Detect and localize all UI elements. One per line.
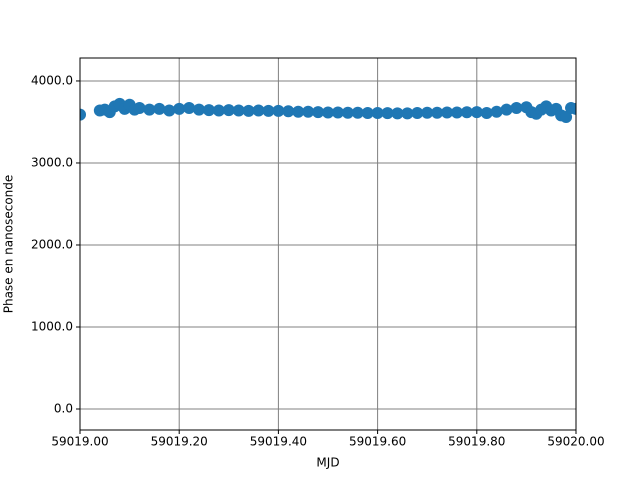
point (500, 103, 513, 116)
point (510, 102, 523, 115)
point (411, 106, 424, 119)
point (341, 106, 354, 119)
point (570, 102, 576, 115)
point (153, 102, 166, 115)
y-axis-label: Phase en nanoseconde (2, 175, 16, 314)
y-tick-label: 2000.0 (31, 237, 73, 251)
x-tick-label: 59019.40 (250, 435, 307, 449)
point (322, 106, 334, 119)
y-tick-label: 4000.0 (31, 73, 73, 87)
point (80, 108, 86, 121)
point (490, 105, 503, 118)
point (391, 107, 404, 120)
point (312, 106, 325, 119)
point (242, 104, 255, 117)
y-tick-label: 3000.0 (31, 155, 73, 169)
point (232, 104, 245, 117)
point (431, 106, 444, 119)
point (421, 106, 434, 119)
plot-frame (79, 57, 577, 431)
point (401, 107, 414, 120)
point (351, 106, 364, 119)
point (173, 102, 186, 115)
x-tick-label: 59019.60 (349, 435, 406, 449)
point (292, 105, 305, 118)
x-tick-label: 59020.00 (547, 435, 604, 449)
point (560, 111, 573, 124)
x-tick-label: 59019.80 (448, 435, 505, 449)
point (193, 103, 206, 116)
x-tick-label: 59019.00 (51, 435, 108, 449)
point (441, 106, 454, 119)
points (80, 97, 576, 124)
point (381, 107, 394, 120)
point (460, 106, 473, 119)
point (133, 102, 146, 115)
x-tick-label: 59019.20 (151, 435, 208, 449)
point (222, 104, 235, 117)
point (143, 103, 156, 116)
point (450, 106, 463, 119)
point (302, 105, 315, 118)
point (470, 106, 483, 119)
point (371, 106, 384, 119)
point (480, 106, 493, 119)
point (361, 106, 374, 119)
point (202, 104, 215, 117)
point (331, 106, 344, 119)
point (183, 102, 196, 115)
point (272, 104, 285, 117)
x-axis-label: MJD (316, 456, 339, 470)
point (262, 104, 275, 117)
point (252, 104, 265, 117)
point (212, 104, 225, 117)
point (282, 105, 295, 118)
y-tick-label: 0.0 (54, 402, 73, 416)
y-tick-label: 1000.0 (31, 319, 73, 333)
point (163, 104, 176, 117)
